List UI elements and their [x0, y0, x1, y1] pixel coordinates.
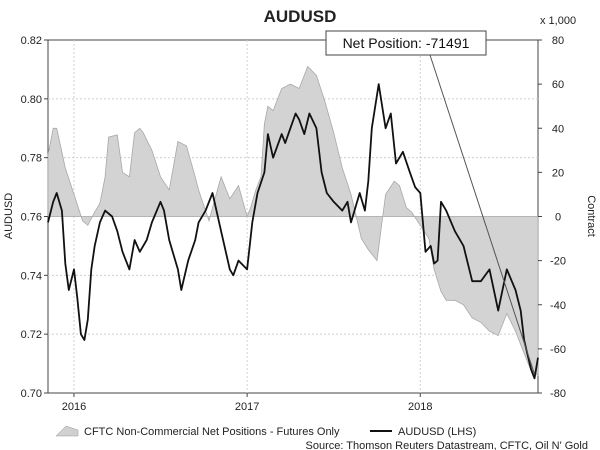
y-tick-label-6: 0.70 [21, 388, 42, 400]
y2-tick-label-6: -40 [550, 300, 566, 312]
legend-label-line: AUDUSD (LHS) [398, 426, 476, 438]
y2-tick-label-5: -20 [550, 256, 566, 268]
x-tick-label-1: 2017 [235, 401, 259, 413]
callout-leader [429, 54, 535, 375]
x-tick-label-2: 2018 [408, 401, 432, 413]
y2-tick-label-1: 60 [552, 79, 564, 91]
x-tick-label-0: 2016 [62, 401, 86, 413]
callout: Net Position: -71491 [325, 30, 535, 375]
y2-tick-label-7: -60 [550, 344, 566, 356]
callout-text: Net Position: -71491 [343, 35, 470, 51]
y2-unit-note: x 1,000 [540, 15, 576, 27]
y-ticks-right: 80 60 40 20 0 -20 -40 -60 -80 [538, 35, 566, 400]
series-audusd-line [47, 83, 539, 380]
y-tick-label-4: 0.74 [21, 270, 42, 282]
legend-label-area: CFTC Non-Commercial Net Positions - Futu… [84, 426, 340, 438]
legend: CFTC Non-Commercial Net Positions - Futu… [55, 425, 476, 438]
y-tick-label-0: 0.82 [21, 35, 42, 47]
y2-tick-label-0: 80 [552, 35, 564, 47]
series-net-position-area [47, 65, 539, 377]
y-axis-label-left: AUDUSD [3, 193, 15, 240]
y2-tick-label-2: 40 [552, 123, 564, 135]
source-note: Source: Thomson Reuters Datastream, CFTC… [306, 440, 589, 450]
y-ticks-left: 0.82 0.80 0.78 0.76 0.74 0.72 0.70 [21, 35, 48, 400]
legend-swatch-area [55, 425, 79, 437]
y2-tick-label-4: 0 [555, 212, 561, 224]
y-tick-label-2: 0.78 [21, 153, 42, 165]
y-tick-label-3: 0.76 [21, 212, 42, 224]
y2-tick-label-3: 20 [552, 167, 564, 179]
chart-title: AUDUSD [264, 7, 337, 26]
x-ticks: 2016 2017 2018 [62, 393, 433, 413]
audusd-line-layer [47, 83, 539, 380]
y2-tick-label-8: -80 [550, 388, 566, 400]
net-position-area-layer [47, 65, 539, 377]
y-axis-label-right: Contract [585, 195, 597, 237]
callout-box [325, 30, 487, 56]
y-tick-label-1: 0.80 [21, 94, 42, 106]
y-tick-label-5: 0.72 [21, 329, 42, 341]
